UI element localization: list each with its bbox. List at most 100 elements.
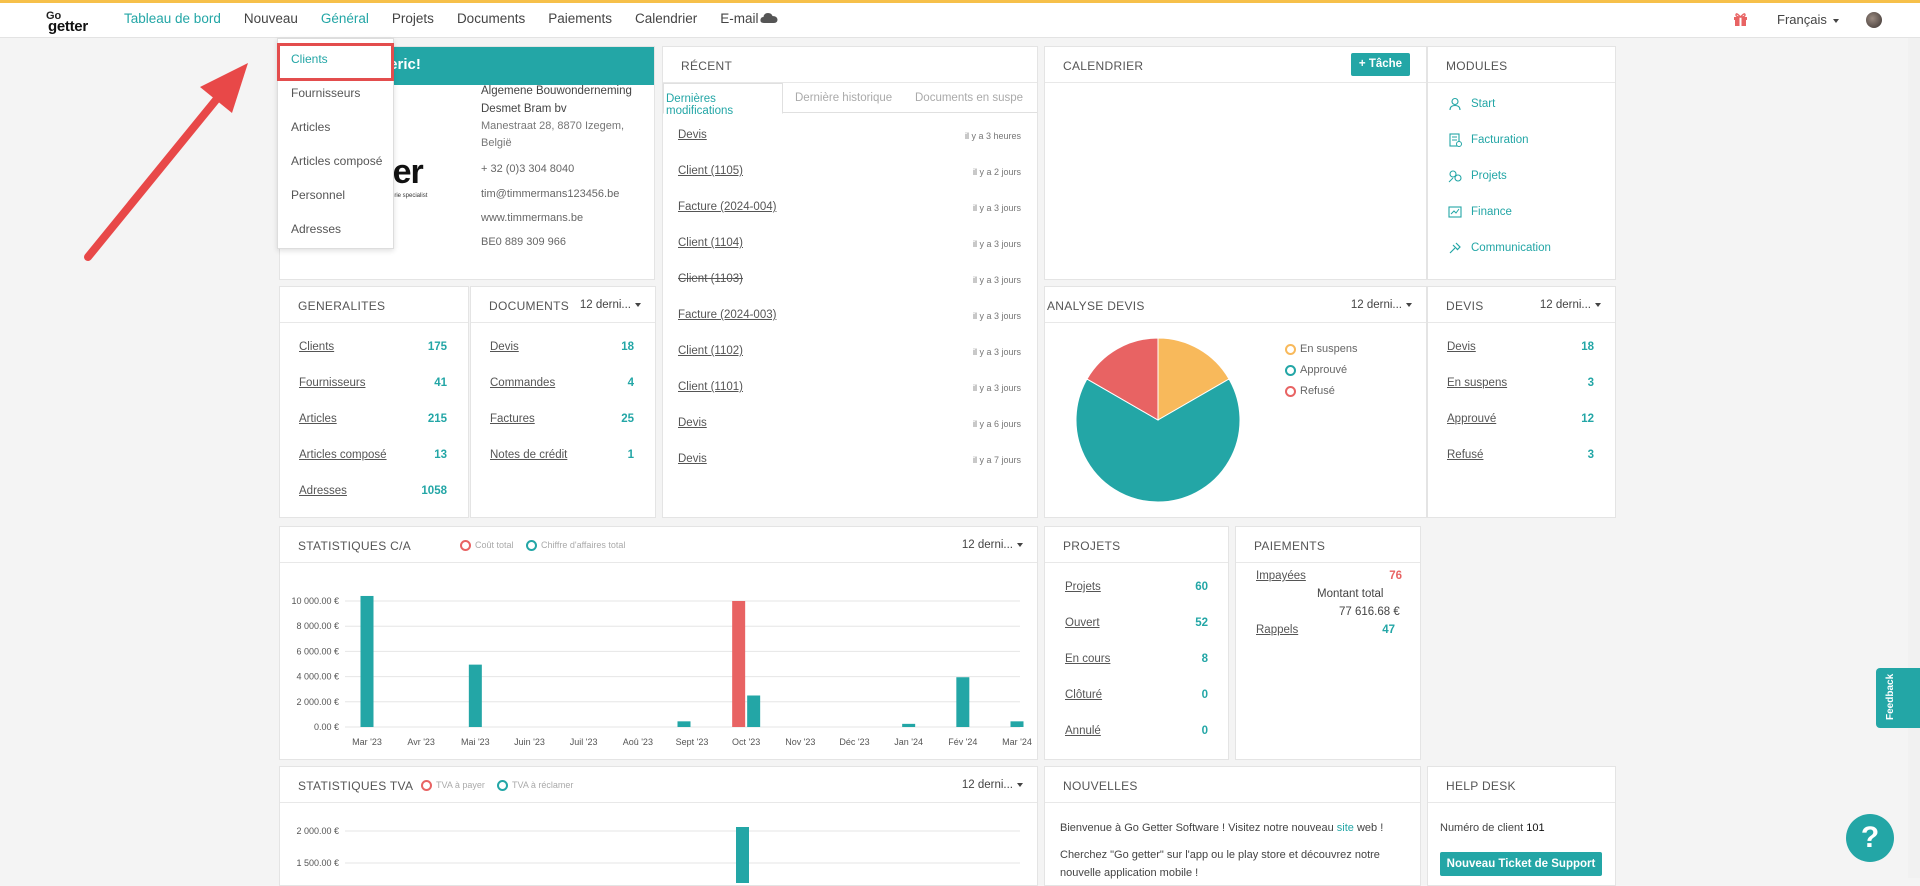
help-button[interactable]: ? bbox=[1846, 814, 1894, 862]
documents-row[interactable]: Devis 18 bbox=[471, 341, 655, 361]
dropdown-item-fournisseurs[interactable]: Fournisseurs bbox=[291, 86, 361, 100]
dropdown-item-articles[interactable]: Articles bbox=[291, 120, 331, 134]
pie-slice-refusé[interactable] bbox=[1086, 337, 1159, 421]
site-link[interactable]: site bbox=[1336, 822, 1354, 834]
recent-item-label[interactable]: Client (1102) bbox=[678, 345, 743, 357]
pie-slice-approuvé[interactable] bbox=[1075, 378, 1241, 503]
scrollbar[interactable] bbox=[1908, 38, 1920, 878]
recent-item[interactable]: Client (1101) il y a 3 jours bbox=[663, 381, 1037, 401]
tab-derniere-historique[interactable]: Dernière historique bbox=[795, 83, 905, 113]
bar-chiffre-affaires[interactable] bbox=[747, 695, 761, 728]
nav-item-paiements[interactable]: Paiements bbox=[548, 11, 613, 26]
dropdown-item-adresses[interactable]: Adresses bbox=[291, 222, 342, 236]
projets-row-label[interactable]: Annulé bbox=[1065, 725, 1101, 737]
bar-chiffre-affaires[interactable] bbox=[956, 677, 970, 727]
devis-row[interactable]: Refusé 3 bbox=[1428, 449, 1615, 469]
documents-row[interactable]: Factures 25 bbox=[471, 413, 655, 433]
generalites-row[interactable]: Fournisseurs 41 bbox=[280, 377, 468, 397]
rappels-label[interactable]: Rappels bbox=[1256, 624, 1299, 636]
projets-row-label[interactable]: Projets bbox=[1065, 581, 1101, 593]
recent-item[interactable]: Client (1105) il y a 2 jours bbox=[663, 165, 1037, 185]
bar-tva-a-reclamer[interactable] bbox=[736, 827, 749, 883]
nav-item-tableau-de-bord[interactable]: Tableau de bord bbox=[124, 11, 221, 26]
dropdown-item-articles-composé[interactable]: Articles composé bbox=[291, 154, 383, 168]
recent-item-label[interactable]: Devis bbox=[678, 417, 707, 429]
new-support-ticket-button[interactable]: Nouveau Ticket de Support bbox=[1440, 852, 1602, 876]
gift-icon[interactable] bbox=[1733, 12, 1748, 26]
generalites-row[interactable]: Clients 175 bbox=[280, 341, 468, 361]
impayees-label[interactable]: Impayées bbox=[1256, 570, 1306, 582]
nav-item-projets[interactable]: Projets bbox=[391, 11, 434, 26]
bar-chiffre-affaires[interactable] bbox=[468, 664, 482, 727]
recent-item[interactable]: Devis il y a 3 heures bbox=[663, 129, 1037, 149]
devis-row-label[interactable]: Devis bbox=[1447, 341, 1476, 353]
devis-period-select[interactable]: 12 derni... bbox=[1540, 299, 1601, 311]
recent-item[interactable]: Devis il y a 6 jours bbox=[663, 417, 1037, 437]
documents-row[interactable]: Commandes 4 bbox=[471, 377, 655, 397]
recent-item-label[interactable]: Devis bbox=[678, 129, 707, 141]
projets-row[interactable]: Projets 60 bbox=[1045, 581, 1228, 601]
recent-item[interactable]: Client (1104) il y a 3 jours bbox=[663, 237, 1037, 257]
generalites-row[interactable]: Adresses 1058 bbox=[280, 485, 468, 505]
recent-item-label[interactable]: Devis bbox=[678, 453, 707, 465]
projets-row-label[interactable]: Clôturé bbox=[1065, 689, 1103, 701]
go-getter-logo[interactable]: Go getter bbox=[44, 10, 100, 35]
recent-item-label[interactable]: Client (1101) bbox=[678, 381, 743, 393]
add-task-button[interactable]: + Tâche bbox=[1351, 53, 1410, 76]
documents-row-label[interactable]: Factures bbox=[490, 413, 535, 425]
generalites-row-label[interactable]: Fournisseurs bbox=[299, 377, 366, 389]
generalites-row-label[interactable]: Articles bbox=[299, 413, 337, 425]
tab-dernieres-modifications[interactable]: Dernières modifications bbox=[663, 83, 783, 117]
recent-item-label[interactable]: Client (1105) bbox=[678, 165, 743, 177]
nav-item-e-mail[interactable]: E-mail bbox=[720, 11, 759, 26]
documents-row[interactable]: Notes de crédit 1 bbox=[471, 449, 655, 469]
documents-row-label[interactable]: Commandes bbox=[490, 377, 556, 389]
bar-cout-total[interactable] bbox=[732, 601, 746, 727]
devis-row[interactable]: Approuvé 12 bbox=[1428, 413, 1615, 433]
rappels-row[interactable]: Rappels 47 bbox=[1236, 624, 1420, 644]
recent-item[interactable]: Facture (2024-004) il y a 3 jours bbox=[663, 201, 1037, 221]
feedback-tab[interactable]: Feedback bbox=[1876, 668, 1920, 728]
projets-row-label[interactable]: Ouvert bbox=[1065, 617, 1100, 629]
nav-item-nouveau[interactable]: Nouveau bbox=[243, 11, 298, 26]
language-selector[interactable]: Français bbox=[1777, 12, 1839, 27]
recent-item-label[interactable]: Client (1103) bbox=[678, 273, 743, 285]
recent-item[interactable]: Devis il y a 7 jours bbox=[663, 453, 1037, 473]
cloud-icon[interactable] bbox=[760, 12, 778, 24]
documents-row-label[interactable]: Devis bbox=[490, 341, 519, 353]
bar-chiffre-affaires[interactable] bbox=[902, 723, 916, 727]
pie-slice-en-suspens[interactable] bbox=[1157, 337, 1230, 421]
projets-row-label[interactable]: En cours bbox=[1065, 653, 1111, 665]
recent-item-label[interactable]: Facture (2024-004) bbox=[678, 201, 777, 213]
generalites-row[interactable]: Articles composé 13 bbox=[280, 449, 468, 469]
bar-chiffre-affaires[interactable] bbox=[677, 721, 691, 727]
tab-documents-en-suspens[interactable]: Documents en suspe bbox=[911, 83, 1037, 113]
documents-period-select[interactable]: 12 derni... bbox=[580, 299, 641, 311]
generalites-row[interactable]: Articles 215 bbox=[280, 413, 468, 433]
generalites-row-label[interactable]: Adresses bbox=[299, 485, 347, 497]
devis-row-label[interactable]: Approuvé bbox=[1447, 413, 1497, 425]
devis-row[interactable]: En suspens 3 bbox=[1428, 377, 1615, 397]
stats-tva-period-select[interactable]: 12 derni... bbox=[962, 779, 1023, 791]
recent-item[interactable]: Client (1103) il y a 3 jours bbox=[663, 273, 1037, 293]
recent-item-label[interactable]: Client (1104) bbox=[678, 237, 743, 249]
projets-row[interactable]: Annulé 0 bbox=[1045, 725, 1228, 745]
bar-chiffre-affaires[interactable] bbox=[360, 595, 374, 727]
generalites-row-label[interactable]: Articles composé bbox=[299, 449, 387, 461]
nav-item-documents[interactable]: Documents bbox=[456, 11, 526, 26]
devis-row-label[interactable]: En suspens bbox=[1447, 377, 1508, 389]
generalites-row-label[interactable]: Clients bbox=[299, 341, 335, 353]
recent-item[interactable]: Facture (2024-003) il y a 3 jours bbox=[663, 309, 1037, 329]
recent-item-label[interactable]: Facture (2024-003) bbox=[678, 309, 777, 321]
bar-chiffre-affaires[interactable] bbox=[1010, 721, 1024, 727]
dropdown-item-personnel[interactable]: Personnel bbox=[291, 188, 346, 202]
stats-ca-period-select[interactable]: 12 derni... bbox=[962, 539, 1023, 551]
projets-row[interactable]: Clôturé 0 bbox=[1045, 689, 1228, 709]
nav-item-calendrier[interactable]: Calendrier bbox=[635, 11, 698, 26]
analyse-period-select[interactable]: 12 derni... bbox=[1351, 299, 1412, 311]
avatar[interactable] bbox=[1866, 12, 1882, 28]
nav-item-général[interactable]: Général bbox=[320, 11, 369, 26]
documents-row-label[interactable]: Notes de crédit bbox=[490, 449, 568, 461]
devis-row[interactable]: Devis 18 bbox=[1428, 341, 1615, 361]
devis-row-label[interactable]: Refusé bbox=[1447, 449, 1484, 461]
